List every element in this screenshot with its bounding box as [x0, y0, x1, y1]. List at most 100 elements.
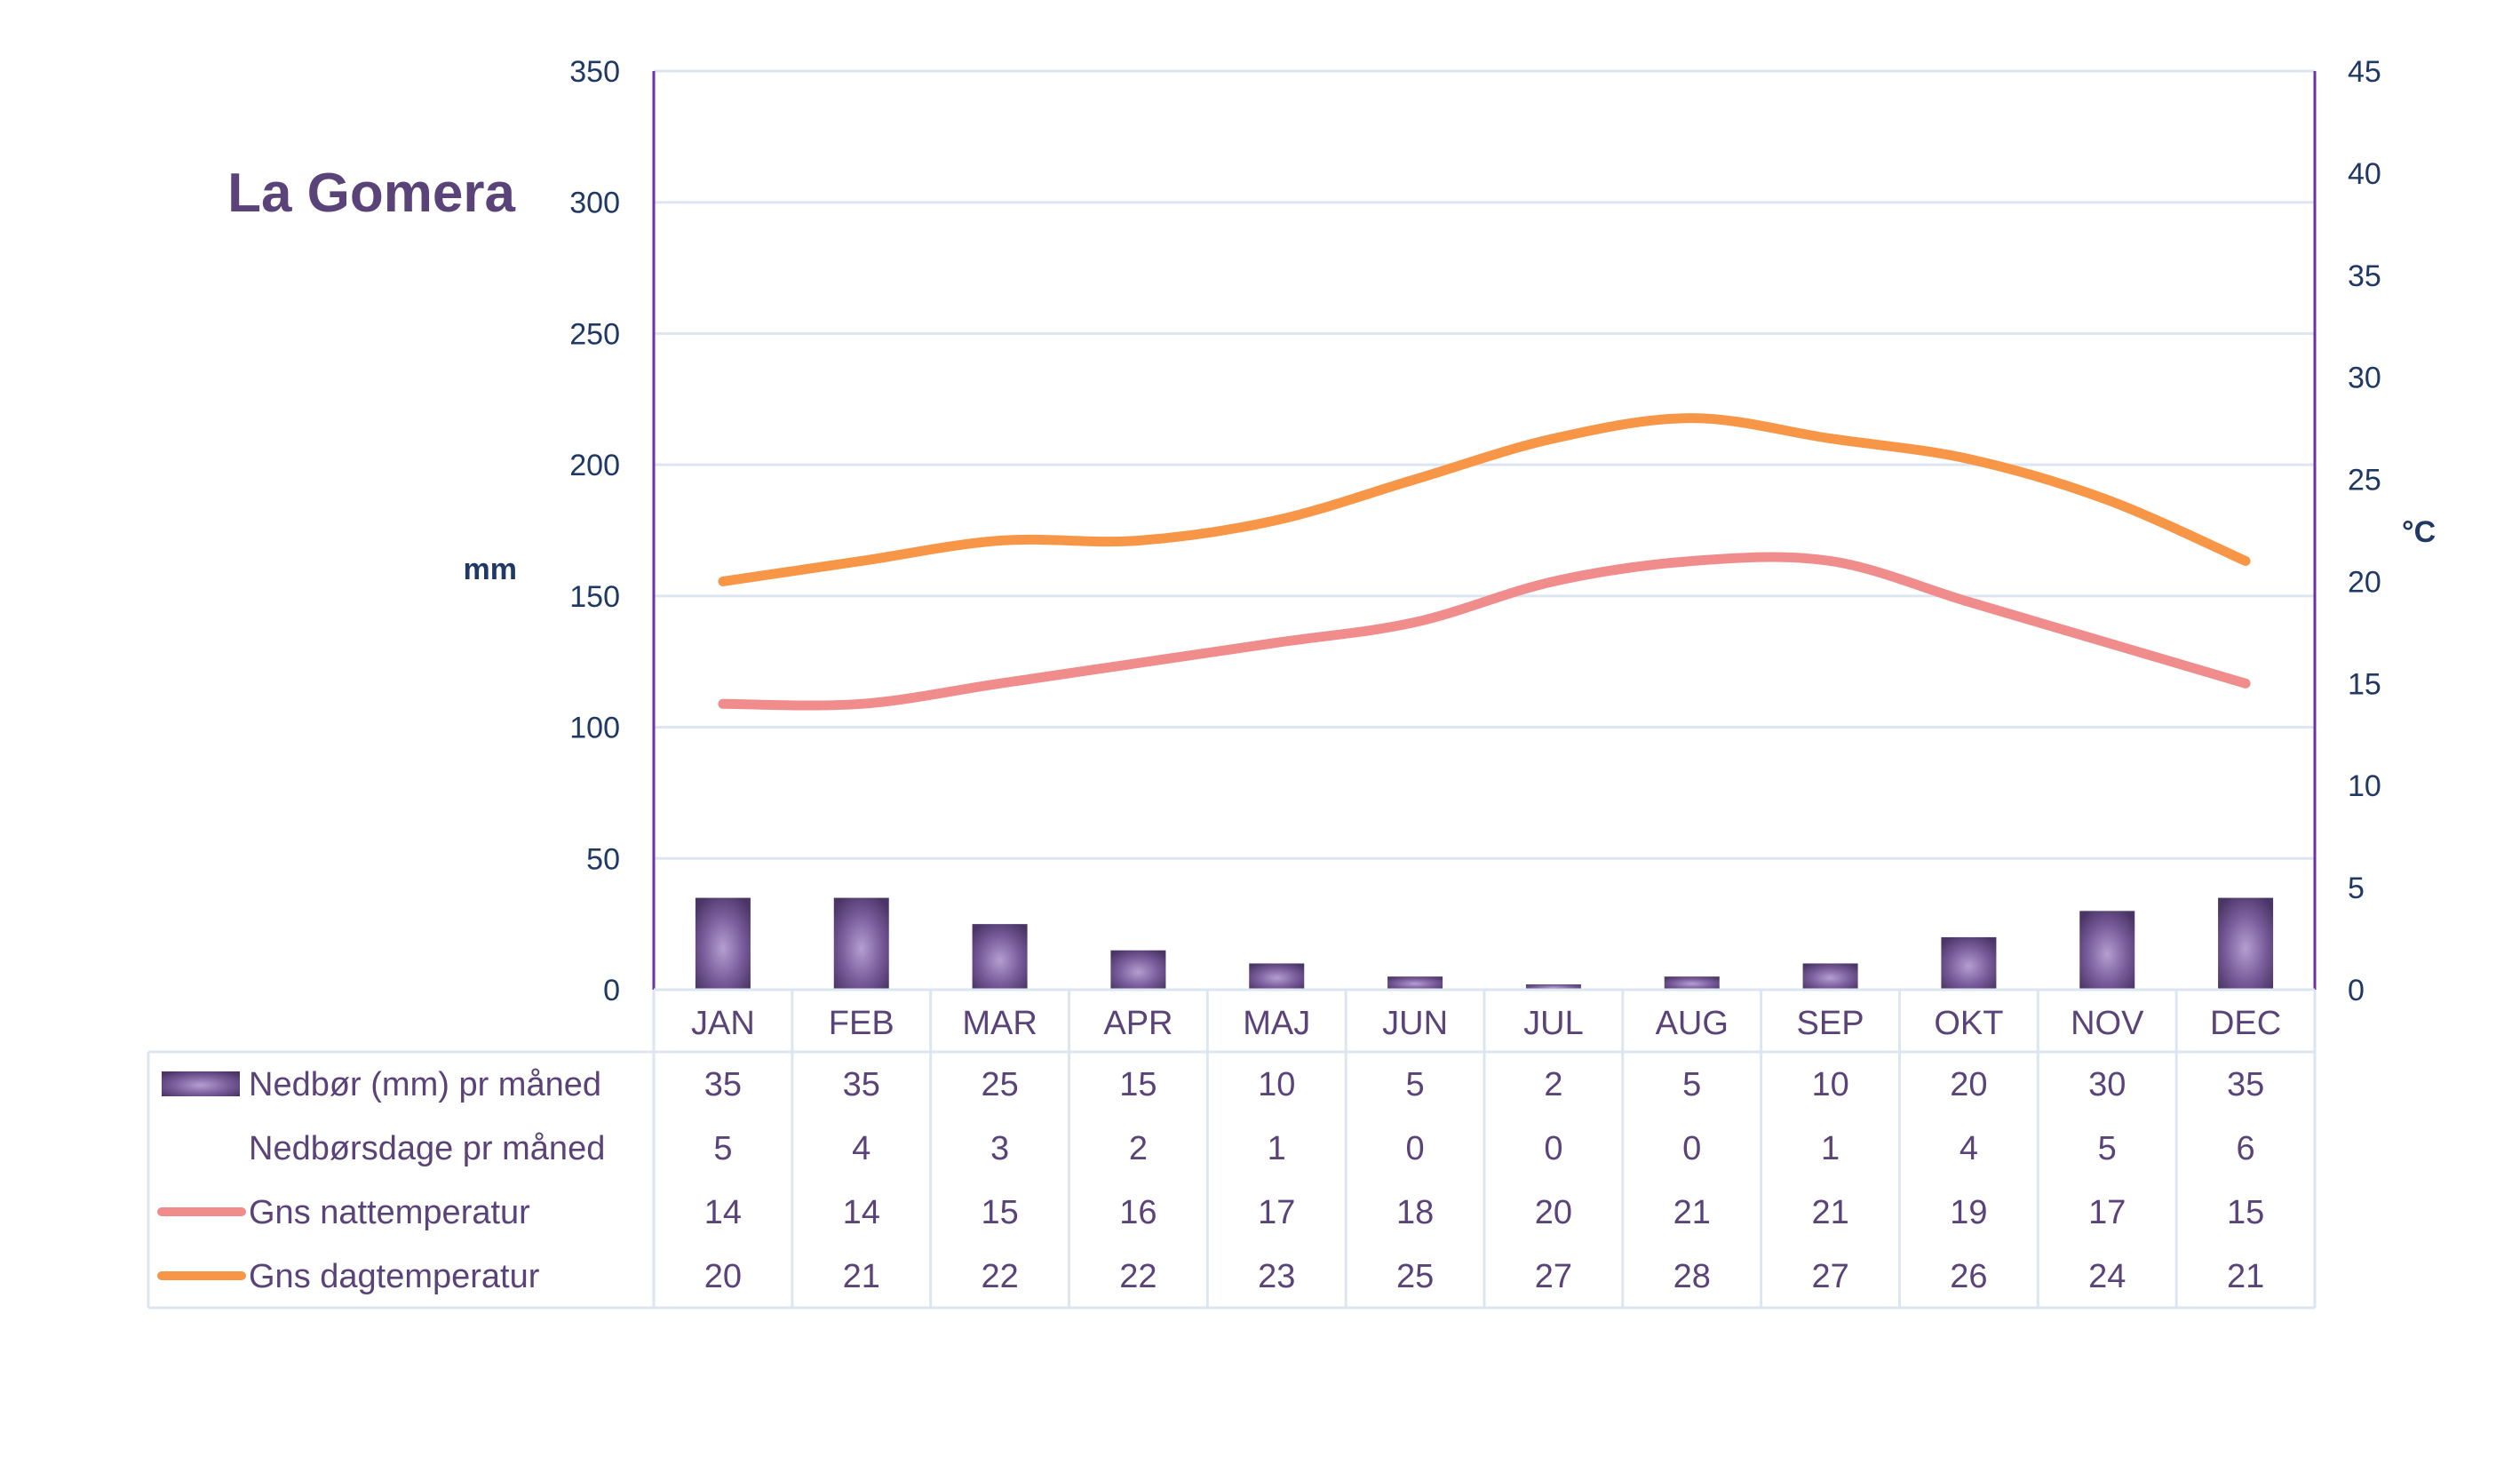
- precipitation-bar: [695, 897, 751, 990]
- x-tick-label: SEP: [1797, 1005, 1864, 1042]
- temperature-lines: [718, 413, 2251, 711]
- precipitation-bar: [1387, 976, 1443, 990]
- y-left-tick-label: 100: [569, 712, 620, 745]
- gridlines: [654, 69, 2315, 860]
- table-cell-value: 15: [1119, 1066, 1157, 1103]
- table-cell-value: 35: [843, 1066, 880, 1103]
- table-cell-value: 23: [1258, 1258, 1295, 1295]
- x-tick-label: JUN: [1382, 1005, 1448, 1042]
- night-temperature-line: [718, 552, 2251, 711]
- y-right-tick-label: 15: [2348, 667, 2381, 701]
- table-cell-value: 10: [1811, 1066, 1848, 1103]
- precipitation-bar: [1664, 976, 1720, 990]
- table-cell-value: 30: [2088, 1066, 2126, 1103]
- table-cell-value: 5: [2098, 1130, 2117, 1167]
- y-left-tick-label: 350: [569, 55, 620, 89]
- table-cell-value: 1: [1268, 1130, 1286, 1167]
- y-left-tick-label: 0: [603, 974, 620, 1007]
- table-cell-value: 27: [1535, 1258, 1572, 1295]
- table-cell-value: 5: [713, 1130, 732, 1167]
- legend-key-precipitation: [162, 1071, 240, 1096]
- table-cell-value: 10: [1258, 1066, 1295, 1103]
- day-temperature-line: [718, 413, 2251, 586]
- precipitation-bar: [1802, 963, 1858, 990]
- y-right-tick-label: 0: [2348, 974, 2365, 1007]
- axes: 0 50 100 150 200 250 300 350 0 5 10 15 20 25 30 35 40 45: [569, 55, 2381, 1007]
- x-tick-label: JUL: [1523, 1005, 1584, 1042]
- table-row-label: Nedbør (mm) pr måned: [249, 1066, 601, 1103]
- y-right-tick-label: 25: [2348, 464, 2381, 498]
- y-left-axis-label: mm: [464, 553, 517, 586]
- table-cell-value: 20: [1950, 1066, 1987, 1103]
- y-right-tick-label: 35: [2348, 259, 2381, 293]
- y-right-tick-label: 5: [2348, 872, 2365, 905]
- table-cell-value: 24: [2088, 1258, 2126, 1295]
- x-tick-label: JAN: [691, 1005, 755, 1042]
- table-row-label: Gns dagtemperatur: [249, 1258, 540, 1295]
- y-left-tick-label: 50: [586, 842, 620, 876]
- table-cell-value: 22: [1119, 1258, 1157, 1295]
- table-cell-value: 14: [843, 1194, 880, 1231]
- x-tick-label: OKT: [1934, 1005, 2003, 1042]
- precipitation-bar: [1525, 984, 1581, 990]
- table-row-label: Gns nattemperatur: [249, 1194, 530, 1231]
- table-row-label: Nedbørsdage pr måned: [249, 1130, 605, 1167]
- y-left-tick-label: 150: [569, 580, 620, 614]
- precipitation-bar: [2079, 911, 2135, 990]
- table-cell-value: 27: [1811, 1258, 1848, 1295]
- table-cell-value: 17: [1258, 1194, 1295, 1231]
- x-tick-label: DEC: [2210, 1005, 2281, 1042]
- table-cell-value: 18: [1396, 1194, 1434, 1231]
- table-cell-value: 25: [981, 1066, 1018, 1103]
- x-tick-label: FEB: [829, 1005, 894, 1042]
- precipitation-bar: [2218, 897, 2274, 990]
- x-tick-label: AUG: [1656, 1005, 1729, 1042]
- precipitation-bar: [1941, 936, 1997, 990]
- table-cell-value: 6: [2237, 1130, 2255, 1167]
- table-cell-value: 22: [981, 1258, 1018, 1295]
- y-right-tick-label: 30: [2348, 362, 2381, 395]
- table-cell-value: 35: [704, 1066, 742, 1103]
- table-cell-value: 21: [2227, 1258, 2264, 1295]
- table-cell-value: 35: [2227, 1066, 2264, 1103]
- table-cell-value: 5: [1682, 1066, 1701, 1103]
- table-cell-value: 4: [852, 1130, 870, 1167]
- table-cell-value: 21: [1673, 1194, 1711, 1231]
- y-right-tick-label: 10: [2348, 769, 2381, 803]
- table-cell-value: 21: [843, 1258, 880, 1295]
- table-cell-value: 0: [1682, 1130, 1701, 1167]
- table-cell-value: 0: [1544, 1130, 1562, 1167]
- chart-title: La Gomera: [227, 163, 515, 224]
- precipitation-bar: [1110, 950, 1166, 990]
- precipitation-bar: [833, 897, 889, 990]
- table-cell-value: 4: [1960, 1130, 1978, 1167]
- table-cell-value: 16: [1119, 1194, 1157, 1231]
- table-cell-value: 17: [2088, 1194, 2126, 1231]
- y-left-tick-label: 250: [569, 317, 620, 351]
- labels: La Gomera mm °C: [227, 163, 2436, 586]
- data-table: JAN FEB MAR APR MAJ JUN JUL AUG SEP OKT NOV DEC Nedb…: [147, 988, 2317, 1310]
- x-tick-label: NOV: [2071, 1005, 2144, 1042]
- table-cell-value: 14: [704, 1194, 742, 1231]
- table-cell-value: 0: [1406, 1130, 1425, 1167]
- y-right-tick-label: 45: [2348, 55, 2381, 89]
- y-right-tick-label: 20: [2348, 565, 2381, 599]
- table-cell-value: 15: [981, 1194, 1018, 1231]
- table-cell-value: 28: [1673, 1258, 1711, 1295]
- table-cell-value: 25: [1396, 1258, 1434, 1295]
- precipitation-bars: [695, 897, 2274, 990]
- x-tick-label: APR: [1103, 1005, 1173, 1042]
- table-cell-value: 15: [2227, 1194, 2264, 1231]
- table-cell-value: 19: [1950, 1194, 1987, 1231]
- precipitation-bar: [1249, 963, 1305, 990]
- y-right-tick-label: 40: [2348, 157, 2381, 191]
- table-cell-value: 21: [1811, 1194, 1848, 1231]
- table-cell-value: 26: [1950, 1258, 1987, 1295]
- x-tick-label: MAR: [962, 1005, 1037, 1042]
- y-left-tick-label: 200: [569, 449, 620, 482]
- table-cell-value: 20: [704, 1258, 742, 1295]
- table-cell-value: 3: [990, 1130, 1009, 1167]
- table-cell-value: 5: [1406, 1066, 1425, 1103]
- table-cell-value: 1: [1821, 1130, 1840, 1167]
